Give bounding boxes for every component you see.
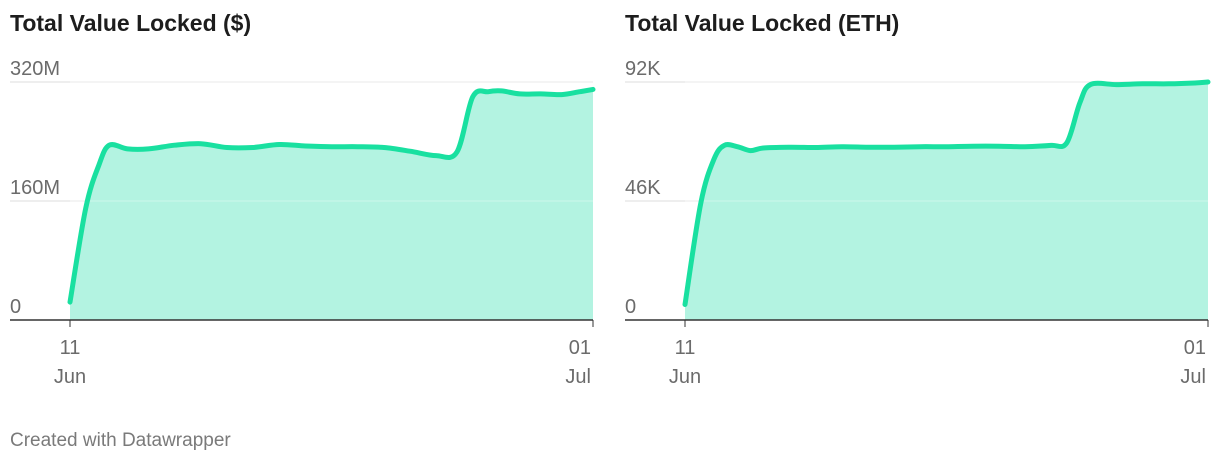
x-tick-sublabel: Jun [54,366,86,388]
series-area [685,82,1208,320]
chart-usd: Total Value Locked ($) 0 160M 320M 11 Jun 01 J… [0,0,600,400]
series-line [67,86,596,305]
y-tick-label: 0 [625,296,636,318]
x-tick-sublabel: Jul [565,366,591,388]
chart-eth: Total Value Locked (ETH) 0 46K 92K 11 Jun 01 J… [615,0,1215,400]
series-line [682,79,1211,307]
y-tick-label: 92K [625,58,661,80]
x-tick-label: 01 [1184,337,1206,359]
footer-credit: Created with Datawrapper [10,430,231,451]
series-area [70,89,593,321]
y-tick-label: 0 [10,296,21,318]
x-tick-label: 01 [569,337,591,359]
x-tick-sublabel: Jul [1180,366,1206,388]
chart-svg: 0 160M 320M 11 Jun 01 Jul [10,58,596,388]
chart-title: Total Value Locked ($) [10,10,252,36]
chart-svg: 0 46K 92K 11 Jun 01 Jul [625,58,1211,388]
y-tick-label: 160M [10,177,60,199]
chart-title: Total Value Locked (ETH) [625,10,900,36]
y-tick-label: 320M [10,58,60,80]
y-tick-label: 46K [625,177,661,199]
x-tick-label: 11 [60,337,81,359]
x-tick-sublabel: Jun [669,366,701,388]
x-tick-label: 11 [675,337,696,359]
